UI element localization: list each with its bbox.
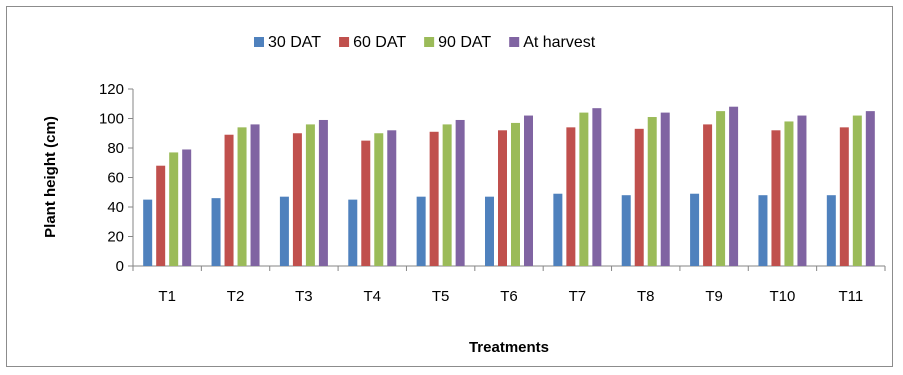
legend-label: 30 DAT [268,34,321,51]
x-tick-label: T2 [227,288,245,305]
bars [143,106,875,267]
bar [250,124,260,267]
bar [455,119,465,266]
bar [318,119,328,266]
legend-swatch [424,37,435,47]
y-tick-label: 0 [116,258,124,275]
bar [182,149,192,266]
bar [647,117,657,267]
legend-label: At harvest [523,34,596,51]
bar [485,196,494,266]
bar [348,199,358,266]
x-ticks: T1 T2 T3 T4 T5 T6 T7 T8 T9 T10 T11 [132,266,886,305]
bar [511,122,520,266]
x-tick-label: T3 [295,288,313,305]
bar [416,196,426,266]
x-tick-label: T4 [364,288,382,305]
x-tick-label: T8 [637,288,655,305]
y-tick-label: 40 [107,199,124,216]
x-tick-label: T7 [569,288,587,305]
legend-label: 60 DAT [353,34,406,51]
bar [211,198,221,266]
bar [387,130,397,266]
legend-label: 90 DAT [438,34,491,51]
bar [771,130,781,266]
bar [797,115,807,266]
x-axis-title: Treatments [469,339,549,356]
y-tick-label: 60 [107,170,124,187]
bar [224,134,234,266]
bar [865,111,875,266]
y-tick-label: 20 [107,229,124,246]
bar [826,195,836,266]
bar [758,195,768,266]
bar [305,124,315,267]
legend-swatch [254,37,264,47]
bar [156,165,166,266]
bar [621,195,631,266]
bar [784,121,794,266]
x-tick-label: T5 [432,288,450,305]
x-tick-label: T11 [838,288,863,305]
bar [279,196,289,266]
bar [361,140,371,266]
legend-swatch [509,37,520,47]
bar [660,112,670,266]
x-tick-label: T1 [158,288,176,305]
bar [592,108,602,266]
bar [634,128,644,266]
y-ticks: 0 20 40 60 80 100 120 [99,81,133,275]
bar [716,111,726,266]
y-tick-label: 100 [99,111,124,128]
x-tick-label: T10 [770,288,796,305]
bar [839,127,849,266]
bar [169,152,179,266]
bar [579,112,589,266]
bar [553,193,563,266]
y-tick-label: 120 [99,81,124,98]
x-tick-label: T6 [500,288,518,305]
legend: 30 DAT 60 DAT 90 DAT At harvest [254,34,596,51]
bar [524,115,533,266]
y-tick-label: 80 [107,140,124,157]
bar [374,133,384,266]
bar [566,127,576,266]
legend-swatch [339,37,350,47]
bar [498,130,507,266]
bar [703,124,713,267]
bar [729,106,739,266]
bar [237,127,247,266]
bar [429,131,439,266]
bar [143,199,153,266]
x-tick-label: T9 [705,288,723,305]
bar [852,115,862,266]
bar [690,193,700,266]
bar [442,124,452,267]
y-axis-title: Plant height (cm) [42,116,59,238]
bar [292,133,302,266]
